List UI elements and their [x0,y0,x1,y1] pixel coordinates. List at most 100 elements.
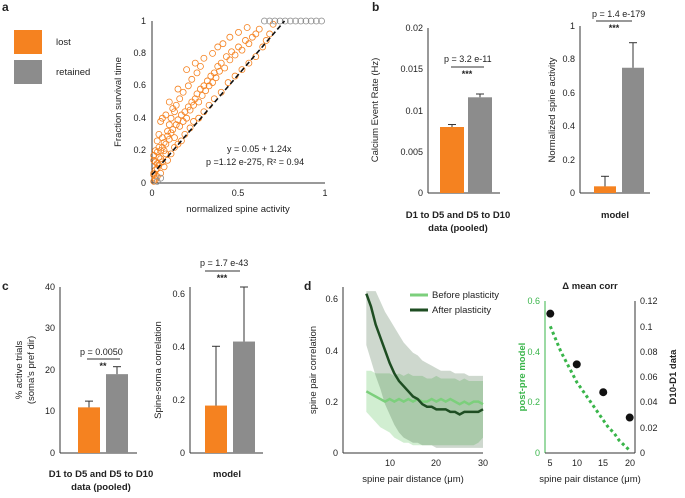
a-point-lost-113 [193,69,201,77]
a-point-lost-67 [157,169,165,177]
a-point-lost-76 [190,118,197,125]
a-point-retained-3 [276,17,284,25]
a-point-lost-7 [162,150,170,158]
a-point-lost-108 [172,101,180,109]
d1-ylabel: spine pair correlation [308,326,319,414]
a-point-lost-47 [242,37,249,44]
a-xtick-1: 0.5 [232,188,245,198]
c1-bar-retained [106,374,128,453]
d2-ytick-left-1: 0.2 [527,397,540,407]
a-point-lost-109 [176,95,184,103]
a-point-lost-104 [164,127,171,135]
c2-ytick-2: 0.4 [172,342,185,352]
d1-legend-before: Before plasticity [432,290,499,301]
d1-band-before [366,370,483,446]
c1-ytick-1: 10 [45,406,55,416]
b2-stars: *** [609,23,620,33]
b1-ytick-1: 0.005 [400,147,423,157]
b1-xlabel-line2: data (pooled) [428,223,488,234]
d2-ytick-right-1: 0.02 [640,423,658,433]
d2-ylabel-right: D10-D1 data [668,349,679,405]
a-point-lost-40 [221,64,229,72]
b1-xlabel-line1: D1 to D5 and D5 to D10 [406,210,511,221]
a-ytick-0: 0 [141,178,146,188]
d1-xlabel: spine pair distance (μm) [362,474,464,485]
a-point-lost-59 [158,114,166,122]
a-point-lost-49 [248,33,256,41]
b2-pvalue: p = 1.4 e-179 [592,9,645,19]
a-point-lost-10 [167,129,175,137]
a-point-lost-54 [183,66,191,73]
a-point-lost-42 [226,56,234,64]
a-point-lost-60 [157,118,165,125]
d2-ytick-left-3: 0.6 [527,296,540,306]
a-point-lost-19 [183,114,191,122]
a-point-lost-114 [197,62,204,70]
c2-bar-retained [233,341,255,453]
a-point-lost-106 [167,114,175,122]
d2-xtick-5: 5 [547,458,552,468]
a-point-lost-110 [179,88,187,96]
a-point-lost-6 [160,139,168,146]
a-point-lost-103 [158,134,166,142]
a-point-lost-29 [200,82,208,90]
a-point-retained-8 [302,17,310,25]
a-point-lost-18 [181,108,189,116]
d2-ytick-right-4: 0.08 [640,347,658,357]
c1-ytick-0: 0 [50,448,55,458]
a-point-lost-48 [245,40,253,48]
a-annotation-eq: y = 0.05 + 1.24x [227,144,292,154]
b2-ytick-0: 0 [570,188,575,198]
d2-ylabel-left: post-pre model [517,343,528,412]
scatter-panel-a: 0 0.5 1 0 0.2 0.4 0.6 0.8 1 normalized s… [113,16,328,215]
b1-stars: *** [462,69,473,79]
a-point-lost-20 [184,103,192,111]
c2-ytick-1: 0.2 [172,395,185,405]
a-point-lost-84 [238,66,246,73]
panel-label-d: d [304,279,311,293]
a-point-lost-53 [200,54,208,62]
d2-ytick-right-5: 0.1 [640,322,653,332]
c1-ytick-3: 30 [45,323,55,333]
a-point-lost-93 [153,165,161,172]
a-point-lost-28 [198,92,206,99]
b2-ytick-3: 0.6 [562,88,575,98]
d2-xtick-20: 20 [625,458,635,468]
d2-ytick-right-0: 0 [640,448,645,458]
c1-stars: ** [99,361,107,371]
a-point-lost-82 [224,79,232,86]
a-point-lost-13 [172,121,180,129]
a-point-lost-85 [245,59,253,67]
line-panel-d1: 0 0.2 0.4 0.6 10 20 30 spine pair distan… [308,287,499,485]
d2-ytick-left-2: 0.4 [527,347,540,357]
a-point-retained-11 [318,17,325,25]
a-ylabel: Fraction survival time [113,57,124,147]
a-point-lost-43 [228,48,235,56]
combo-panel-d2: Δ mean corr 0 0.2 0.4 0.6 0 0.02 0.04 0.… [517,281,679,485]
d2-ytick-right-2: 0.04 [640,397,658,407]
a-point-lost-4 [157,147,165,155]
a-ytick-1: 0.2 [133,145,146,155]
d2-ytick-right-6: 0.12 [640,296,658,306]
b2-ytick-5: 1 [570,21,575,31]
a-xtick-0: 0 [149,188,154,198]
a-point-lost-91 [152,174,159,182]
a-point-lost-115 [209,50,216,57]
a-ytick-4: 0.8 [133,48,146,58]
c2-ytick-3: 0.6 [172,289,185,299]
c2-bar-lost [205,405,227,453]
c1-xlabel-line1: D1 to D5 and D5 to D10 [49,469,154,480]
a-point-lost-25 [193,90,201,98]
a-point-lost-73 [178,137,185,145]
a-point-lost-52 [191,59,199,67]
c1-ylabel-line1: % active trials [14,340,25,399]
d2-title: Δ mean corr [562,281,618,292]
d2-data-point-0 [546,309,555,318]
b2-bar-lost [594,186,616,193]
a-point-lost-118 [226,33,234,41]
a-point-retained-10 [312,17,320,25]
a-xlabel: normalized spine activity [186,204,290,215]
d2-xtick-15: 15 [598,458,608,468]
panel-label-b: b [372,0,379,14]
d1-line-before [365,390,484,406]
